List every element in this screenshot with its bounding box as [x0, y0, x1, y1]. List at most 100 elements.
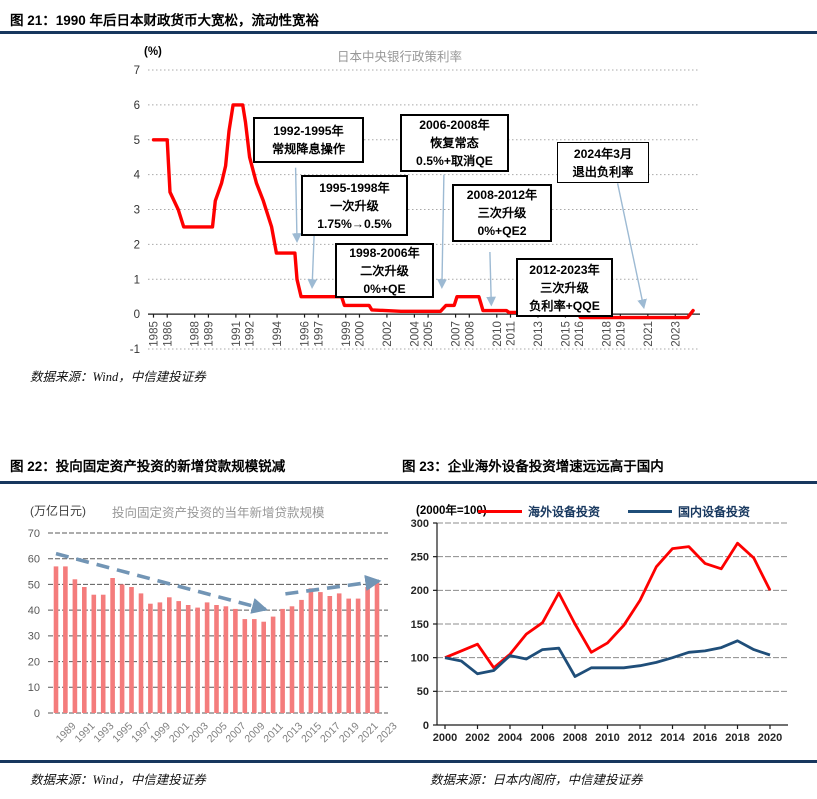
figure21-source: 数据来源：Wind，中信建投证券 — [30, 370, 206, 384]
figure22-heading: 图 22：投向固定资产投资的新增贷款规模锐减 — [10, 459, 286, 474]
svg-text:0: 0 — [423, 720, 429, 732]
svg-text:6: 6 — [134, 100, 140, 112]
figure22-unit-label: (万亿日元) — [30, 504, 86, 518]
svg-text:2013: 2013 — [280, 720, 305, 745]
svg-text:2004: 2004 — [409, 321, 421, 347]
legend-item-domestic: 国内设备投资 — [628, 503, 750, 520]
figure21-heading-rule — [0, 31, 817, 34]
svg-text:200: 200 — [411, 585, 429, 597]
svg-text:1997: 1997 — [313, 321, 325, 347]
annotation-1998-2006: 1998-2006年 二次升级 0%+QE — [335, 243, 434, 298]
svg-text:2023: 2023 — [375, 720, 400, 745]
svg-text:2005: 2005 — [423, 321, 435, 347]
svg-text:2021: 2021 — [643, 321, 655, 347]
svg-text:1991: 1991 — [73, 720, 98, 745]
svg-text:2011: 2011 — [261, 721, 286, 746]
svg-text:300: 300 — [411, 518, 429, 530]
svg-text:1997: 1997 — [129, 720, 154, 745]
svg-text:2010: 2010 — [595, 732, 619, 744]
figure23-unit-label: (2000年=100) — [416, 505, 487, 517]
svg-text:1995: 1995 — [110, 720, 135, 745]
svg-text:2010: 2010 — [492, 321, 504, 347]
svg-text:1988: 1988 — [190, 321, 202, 347]
svg-text:1992: 1992 — [245, 321, 257, 347]
legend-item-overseas: 海外设备投资 — [478, 503, 600, 520]
svg-text:0: 0 — [134, 309, 140, 321]
annotation-1995-1998: 1995-1998年 一次升级 1.75%→0.5% — [301, 175, 408, 236]
svg-text:2014: 2014 — [660, 732, 685, 744]
svg-text:4: 4 — [134, 170, 141, 182]
svg-text:2: 2 — [134, 239, 140, 251]
svg-text:2003: 2003 — [186, 720, 211, 745]
figure21-heading: 图 21：1990 年后日本财政货币大宽松，流动性宽裕 — [10, 13, 320, 28]
svg-text:2017: 2017 — [318, 720, 343, 745]
svg-text:2023: 2023 — [670, 321, 682, 347]
svg-text:1989: 1989 — [54, 720, 79, 745]
svg-text:2021: 2021 — [356, 720, 381, 745]
svg-text:1985: 1985 — [149, 321, 161, 347]
svg-text:2000: 2000 — [354, 321, 366, 347]
figure22-source: 数据来源：Wind，中信建投证券 — [30, 773, 206, 787]
svg-text:1991: 1991 — [231, 321, 243, 347]
svg-text:1993: 1993 — [91, 720, 116, 745]
annotation-2024-march: 2024年3月 退出负利率 — [557, 142, 649, 183]
svg-text:40: 40 — [28, 605, 40, 617]
svg-text:2009: 2009 — [242, 720, 267, 745]
svg-text:2018: 2018 — [725, 732, 749, 744]
svg-text:2018: 2018 — [602, 321, 614, 347]
svg-text:1986: 1986 — [162, 321, 174, 347]
svg-text:2020: 2020 — [758, 732, 782, 744]
svg-text:100: 100 — [411, 653, 429, 665]
svg-text:2000: 2000 — [433, 732, 457, 744]
svg-text:2016: 2016 — [574, 321, 586, 347]
svg-text:5: 5 — [134, 135, 140, 147]
svg-text:30: 30 — [28, 631, 40, 643]
svg-text:2002: 2002 — [465, 732, 489, 744]
svg-text:2012: 2012 — [628, 732, 652, 744]
svg-text:2008: 2008 — [464, 321, 476, 347]
svg-text:50: 50 — [417, 686, 429, 698]
domestic-line-swatch — [628, 509, 673, 514]
svg-text:1999: 1999 — [341, 321, 353, 347]
figure21-unit-label: (%) — [144, 46, 162, 58]
svg-text:50: 50 — [28, 579, 40, 591]
figure22-23-heading-rule — [0, 481, 817, 484]
svg-text:2006: 2006 — [530, 732, 554, 744]
svg-text:20: 20 — [28, 656, 40, 668]
svg-text:0: 0 — [34, 708, 40, 720]
svg-text:2015: 2015 — [560, 321, 572, 347]
svg-text:2019: 2019 — [615, 321, 627, 347]
annotation-1992-1995: 1992-1995年 常规降息操作 — [253, 117, 364, 163]
svg-text:2001: 2001 — [167, 720, 192, 745]
svg-text:2002: 2002 — [382, 321, 394, 347]
svg-text:2007: 2007 — [451, 321, 463, 347]
bottom-rule — [0, 760, 817, 763]
svg-text:2005: 2005 — [205, 720, 230, 745]
svg-text:3: 3 — [134, 205, 140, 217]
svg-text:250: 250 — [411, 552, 429, 564]
svg-text:2008: 2008 — [563, 732, 587, 744]
svg-text:2015: 2015 — [299, 720, 324, 745]
svg-text:-1: -1 — [130, 344, 140, 356]
figure21-chart-title: 日本中央银行政策利率 — [337, 50, 463, 64]
svg-text:1996: 1996 — [300, 321, 312, 347]
annotation-2006-2008: 2006-2008年 恢复常态 0.5%+取消QE — [400, 114, 509, 172]
svg-text:2007: 2007 — [224, 720, 249, 745]
figure23-source: 数据来源：日本内阁府，中信建投证券 — [430, 773, 643, 787]
svg-text:2011: 2011 — [506, 321, 518, 346]
figure23-legend: 海外设备投资 国内设备投资 — [478, 503, 750, 520]
svg-text:2019: 2019 — [337, 720, 362, 745]
svg-text:1999: 1999 — [148, 720, 173, 745]
svg-text:1994: 1994 — [272, 321, 284, 347]
figure23-heading: 图 23：企业海外设备投资增速远远高于国内 — [402, 459, 664, 474]
svg-text:2016: 2016 — [693, 732, 717, 744]
svg-text:70: 70 — [28, 528, 40, 540]
svg-text:2013: 2013 — [533, 321, 545, 347]
svg-text:2004: 2004 — [498, 732, 523, 744]
figure22-chart-title: 投向固定资产投资的当年新增贷款规模 — [112, 506, 325, 520]
overseas-line-swatch — [478, 509, 522, 514]
svg-text:7: 7 — [134, 65, 140, 77]
svg-text:150: 150 — [411, 619, 429, 631]
